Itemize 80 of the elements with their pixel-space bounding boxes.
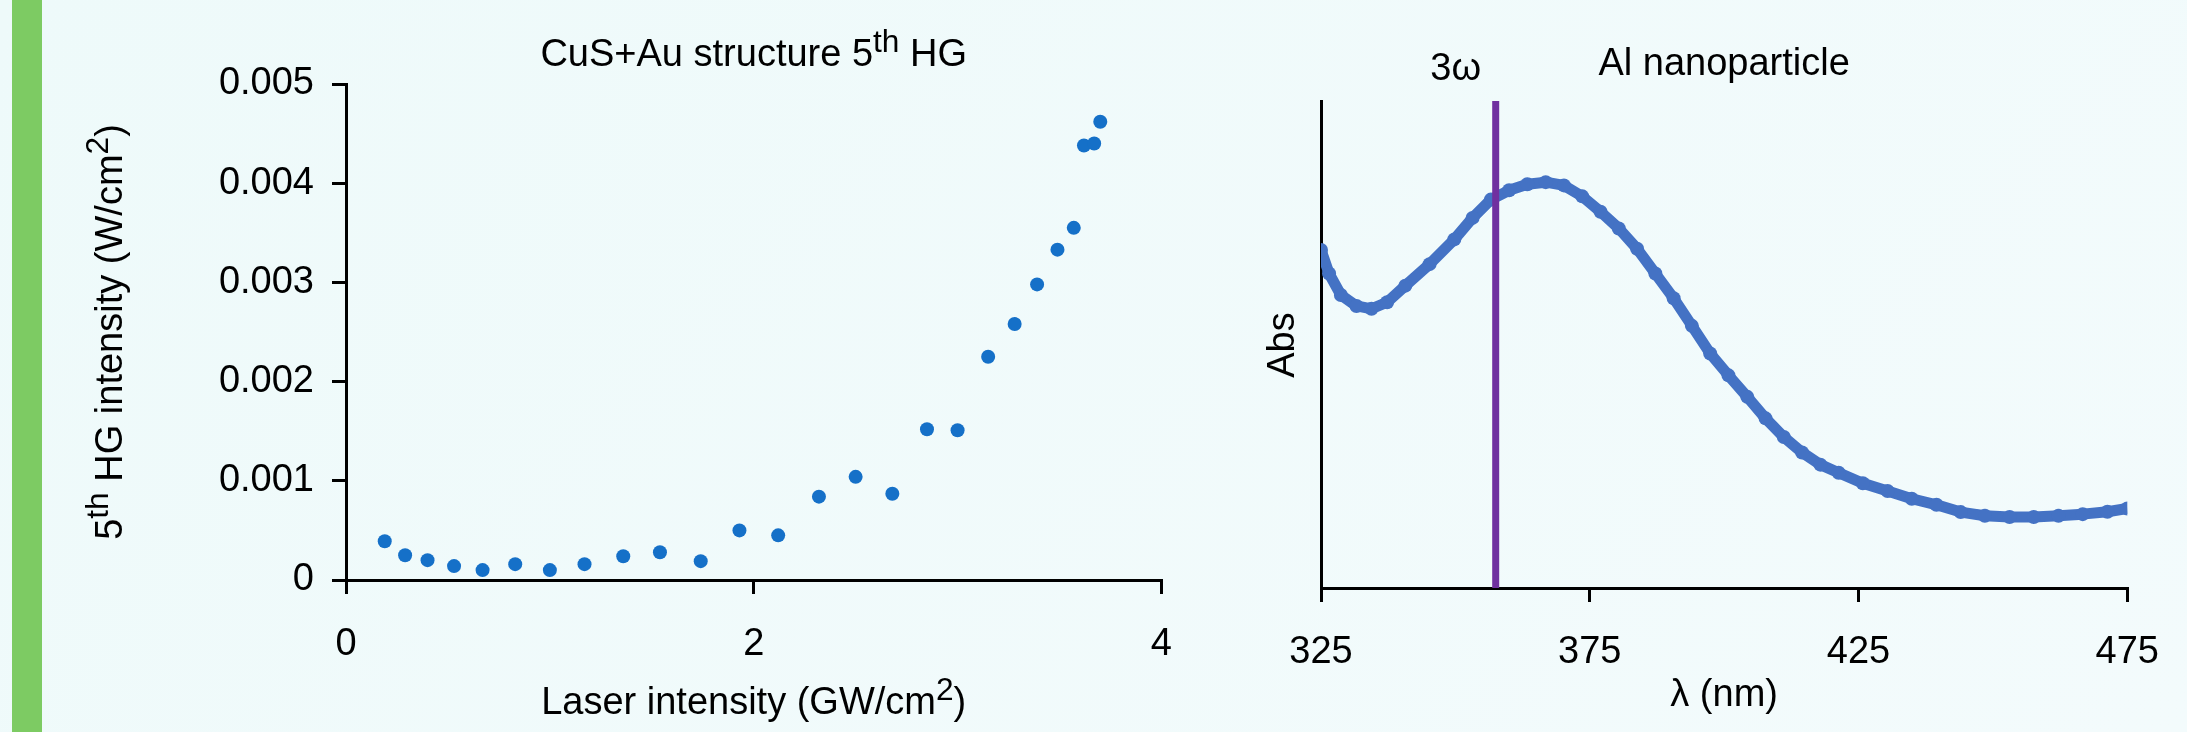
point [1333, 287, 1348, 302]
point [1929, 497, 1944, 512]
point [1630, 241, 1645, 256]
x-tick-label: 0 [335, 621, 357, 664]
point [377, 534, 392, 549]
point [1880, 484, 1895, 499]
point [1666, 291, 1681, 306]
chart-title: CuS+Au structure 5$^{th}$ HG [540, 23, 968, 74]
point [1813, 457, 1828, 472]
point [732, 523, 747, 538]
x-tick-label: 2 [743, 621, 765, 664]
point [1050, 242, 1065, 257]
point [420, 553, 435, 568]
point [885, 486, 900, 501]
point [1398, 278, 1413, 293]
point [1721, 368, 1736, 383]
point [1904, 491, 1919, 506]
point [848, 469, 863, 484]
point [1776, 430, 1791, 445]
point [1502, 183, 1517, 198]
x-tick-label: 475 [2095, 629, 2159, 672]
y-tick-label: 0.001 [218, 457, 314, 500]
point [1520, 177, 1535, 192]
point [2002, 509, 2017, 524]
point [1364, 301, 1379, 316]
y-tick-label: 0.004 [218, 159, 314, 202]
point [1977, 508, 1992, 523]
point [542, 563, 557, 578]
x-axis-title: Laser intensity (GW/cm$^{2}$) [541, 671, 967, 722]
point [1758, 411, 1773, 426]
point [1593, 204, 1608, 219]
point [981, 349, 996, 364]
x-tick-label: 425 [1826, 629, 1891, 672]
point [1093, 114, 1108, 129]
point [2051, 508, 2066, 523]
x-tick-label: 4 [1150, 621, 1172, 664]
point [1684, 318, 1699, 333]
point [1465, 210, 1480, 225]
point [475, 563, 490, 578]
point [1953, 505, 1968, 520]
x-tick-label: 325 [1289, 629, 1353, 672]
point [1538, 175, 1553, 190]
point [1422, 257, 1437, 272]
point [771, 528, 786, 543]
chart-title: Al nanoparticle [1598, 41, 1850, 83]
point [652, 545, 667, 560]
point [1349, 298, 1364, 313]
point [1648, 266, 1663, 281]
point [508, 557, 523, 572]
y-tick-label: 0.002 [218, 358, 314, 401]
point [1066, 220, 1081, 235]
y-tick-label: 0.003 [218, 258, 314, 301]
point [1380, 295, 1395, 310]
point [920, 422, 934, 437]
y-axis-title: Abs [1260, 311, 1302, 378]
point [1322, 266, 1337, 281]
point [616, 549, 631, 564]
point [1087, 136, 1102, 151]
point [693, 554, 708, 569]
point [1703, 346, 1718, 361]
y-tick-label: 0 [292, 556, 314, 599]
point [1831, 465, 1846, 480]
point [1795, 445, 1810, 460]
x-axis-title: λ (nm) [1670, 672, 1778, 714]
point [577, 557, 592, 572]
point [1740, 389, 1755, 404]
ref-line-label: 3ω [1430, 46, 1482, 89]
point [1447, 232, 1462, 247]
point [1855, 476, 1870, 491]
point [950, 423, 965, 438]
point [811, 489, 826, 504]
point [1030, 277, 1045, 292]
point [447, 559, 462, 574]
point [398, 548, 413, 563]
point [1611, 221, 1626, 236]
point [2100, 504, 2115, 519]
x-tick-label: 375 [1558, 629, 1622, 672]
point [1575, 189, 1590, 204]
y-tick-label: 0.005 [218, 60, 314, 103]
point [1007, 317, 1022, 332]
